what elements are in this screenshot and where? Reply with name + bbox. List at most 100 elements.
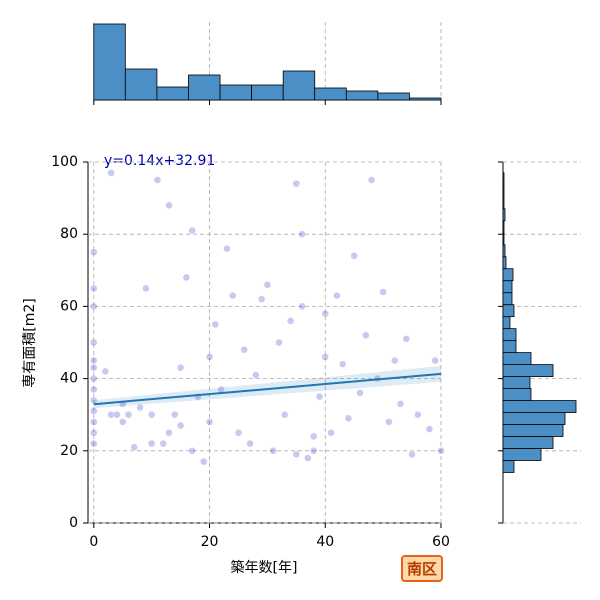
point: [136, 403, 144, 412]
point: [246, 439, 254, 448]
hist-bar: [502, 436, 554, 449]
point: [90, 418, 98, 426]
y-axis-label: 専有面積[m2]: [22, 298, 38, 387]
hist-bar: [502, 340, 517, 354]
point: [292, 450, 301, 459]
hist-bar: [502, 208, 506, 222]
point: [379, 288, 387, 296]
y-tick-label: 80: [60, 226, 78, 242]
point: [205, 353, 214, 361]
point: [286, 317, 295, 325]
point: [304, 454, 312, 462]
point: [188, 447, 196, 455]
hist-bar: [502, 460, 515, 473]
point: [211, 320, 220, 329]
point: [90, 364, 98, 372]
point: [275, 338, 283, 347]
point: [188, 226, 196, 235]
point: [414, 410, 422, 419]
point: [309, 432, 318, 441]
hist-bar: [188, 74, 221, 101]
hist-bar: [502, 316, 511, 330]
point: [269, 447, 277, 455]
hist-bar: [502, 184, 505, 198]
point: [228, 291, 237, 300]
hist-bar: [502, 328, 517, 342]
hist-bar: [502, 220, 505, 234]
hist-bar: [377, 92, 410, 101]
hist-bar: [502, 196, 505, 210]
point: [333, 291, 341, 300]
point: [240, 345, 248, 354]
point: [118, 418, 127, 426]
hist-bar: [502, 292, 513, 306]
point: [90, 374, 98, 383]
y-tick-label: 100: [51, 154, 78, 170]
hist-bar: [502, 364, 554, 377]
confidence-band: [93, 365, 441, 409]
point: [356, 389, 364, 397]
y-tick-label: 0: [69, 515, 78, 531]
point: [298, 302, 306, 311]
hist-bar: [502, 352, 532, 365]
point: [257, 295, 266, 303]
point: [344, 414, 353, 423]
point: [223, 244, 231, 253]
hist-bar: [502, 172, 505, 186]
y-tick-label: 40: [60, 371, 78, 387]
hist-bar: [314, 87, 347, 101]
point: [396, 400, 405, 408]
hist-bar: [502, 232, 505, 246]
point: [90, 439, 98, 448]
point: [362, 331, 370, 340]
point: [315, 392, 324, 401]
point: [252, 371, 260, 379]
point: [165, 429, 173, 437]
point: [408, 450, 416, 459]
point: [107, 410, 115, 419]
point: [385, 418, 393, 426]
point: [321, 309, 330, 318]
point: [90, 302, 98, 311]
point: [124, 410, 133, 419]
regression-line: [93, 372, 442, 406]
hist-bar: [345, 90, 379, 101]
point: [338, 360, 347, 368]
x-tick-label: 20: [201, 534, 219, 550]
point: [182, 273, 191, 282]
hist-bar: [502, 388, 532, 401]
region-badge: 南区: [401, 555, 444, 582]
x-tick-label: 0: [89, 534, 98, 550]
point: [90, 338, 98, 347]
point: [321, 353, 330, 361]
point: [90, 429, 98, 437]
y-tick-label: 20: [60, 443, 78, 459]
y-tick-label: 60: [60, 298, 78, 314]
hist-bar: [502, 400, 577, 413]
point: [263, 280, 272, 289]
point: [147, 410, 156, 419]
point: [431, 356, 439, 365]
point: [101, 367, 110, 376]
x-axis-label: 築年数[年]: [231, 560, 298, 576]
point: [90, 248, 98, 256]
point: [367, 176, 376, 184]
point: [350, 252, 358, 260]
hist-bar: [251, 84, 284, 101]
point: [199, 457, 208, 466]
point: [153, 176, 162, 184]
point: [130, 443, 139, 451]
hist-bar: [156, 86, 189, 101]
point: [292, 179, 301, 188]
point: [147, 439, 156, 448]
point: [90, 356, 98, 365]
hist-bar: [502, 268, 514, 282]
point: [113, 410, 121, 419]
point: [176, 421, 185, 430]
hist-bar: [502, 256, 507, 270]
hist-bar: [93, 23, 126, 101]
hist-bar: [502, 424, 564, 437]
point: [205, 418, 214, 426]
hist-bar: [502, 280, 513, 294]
